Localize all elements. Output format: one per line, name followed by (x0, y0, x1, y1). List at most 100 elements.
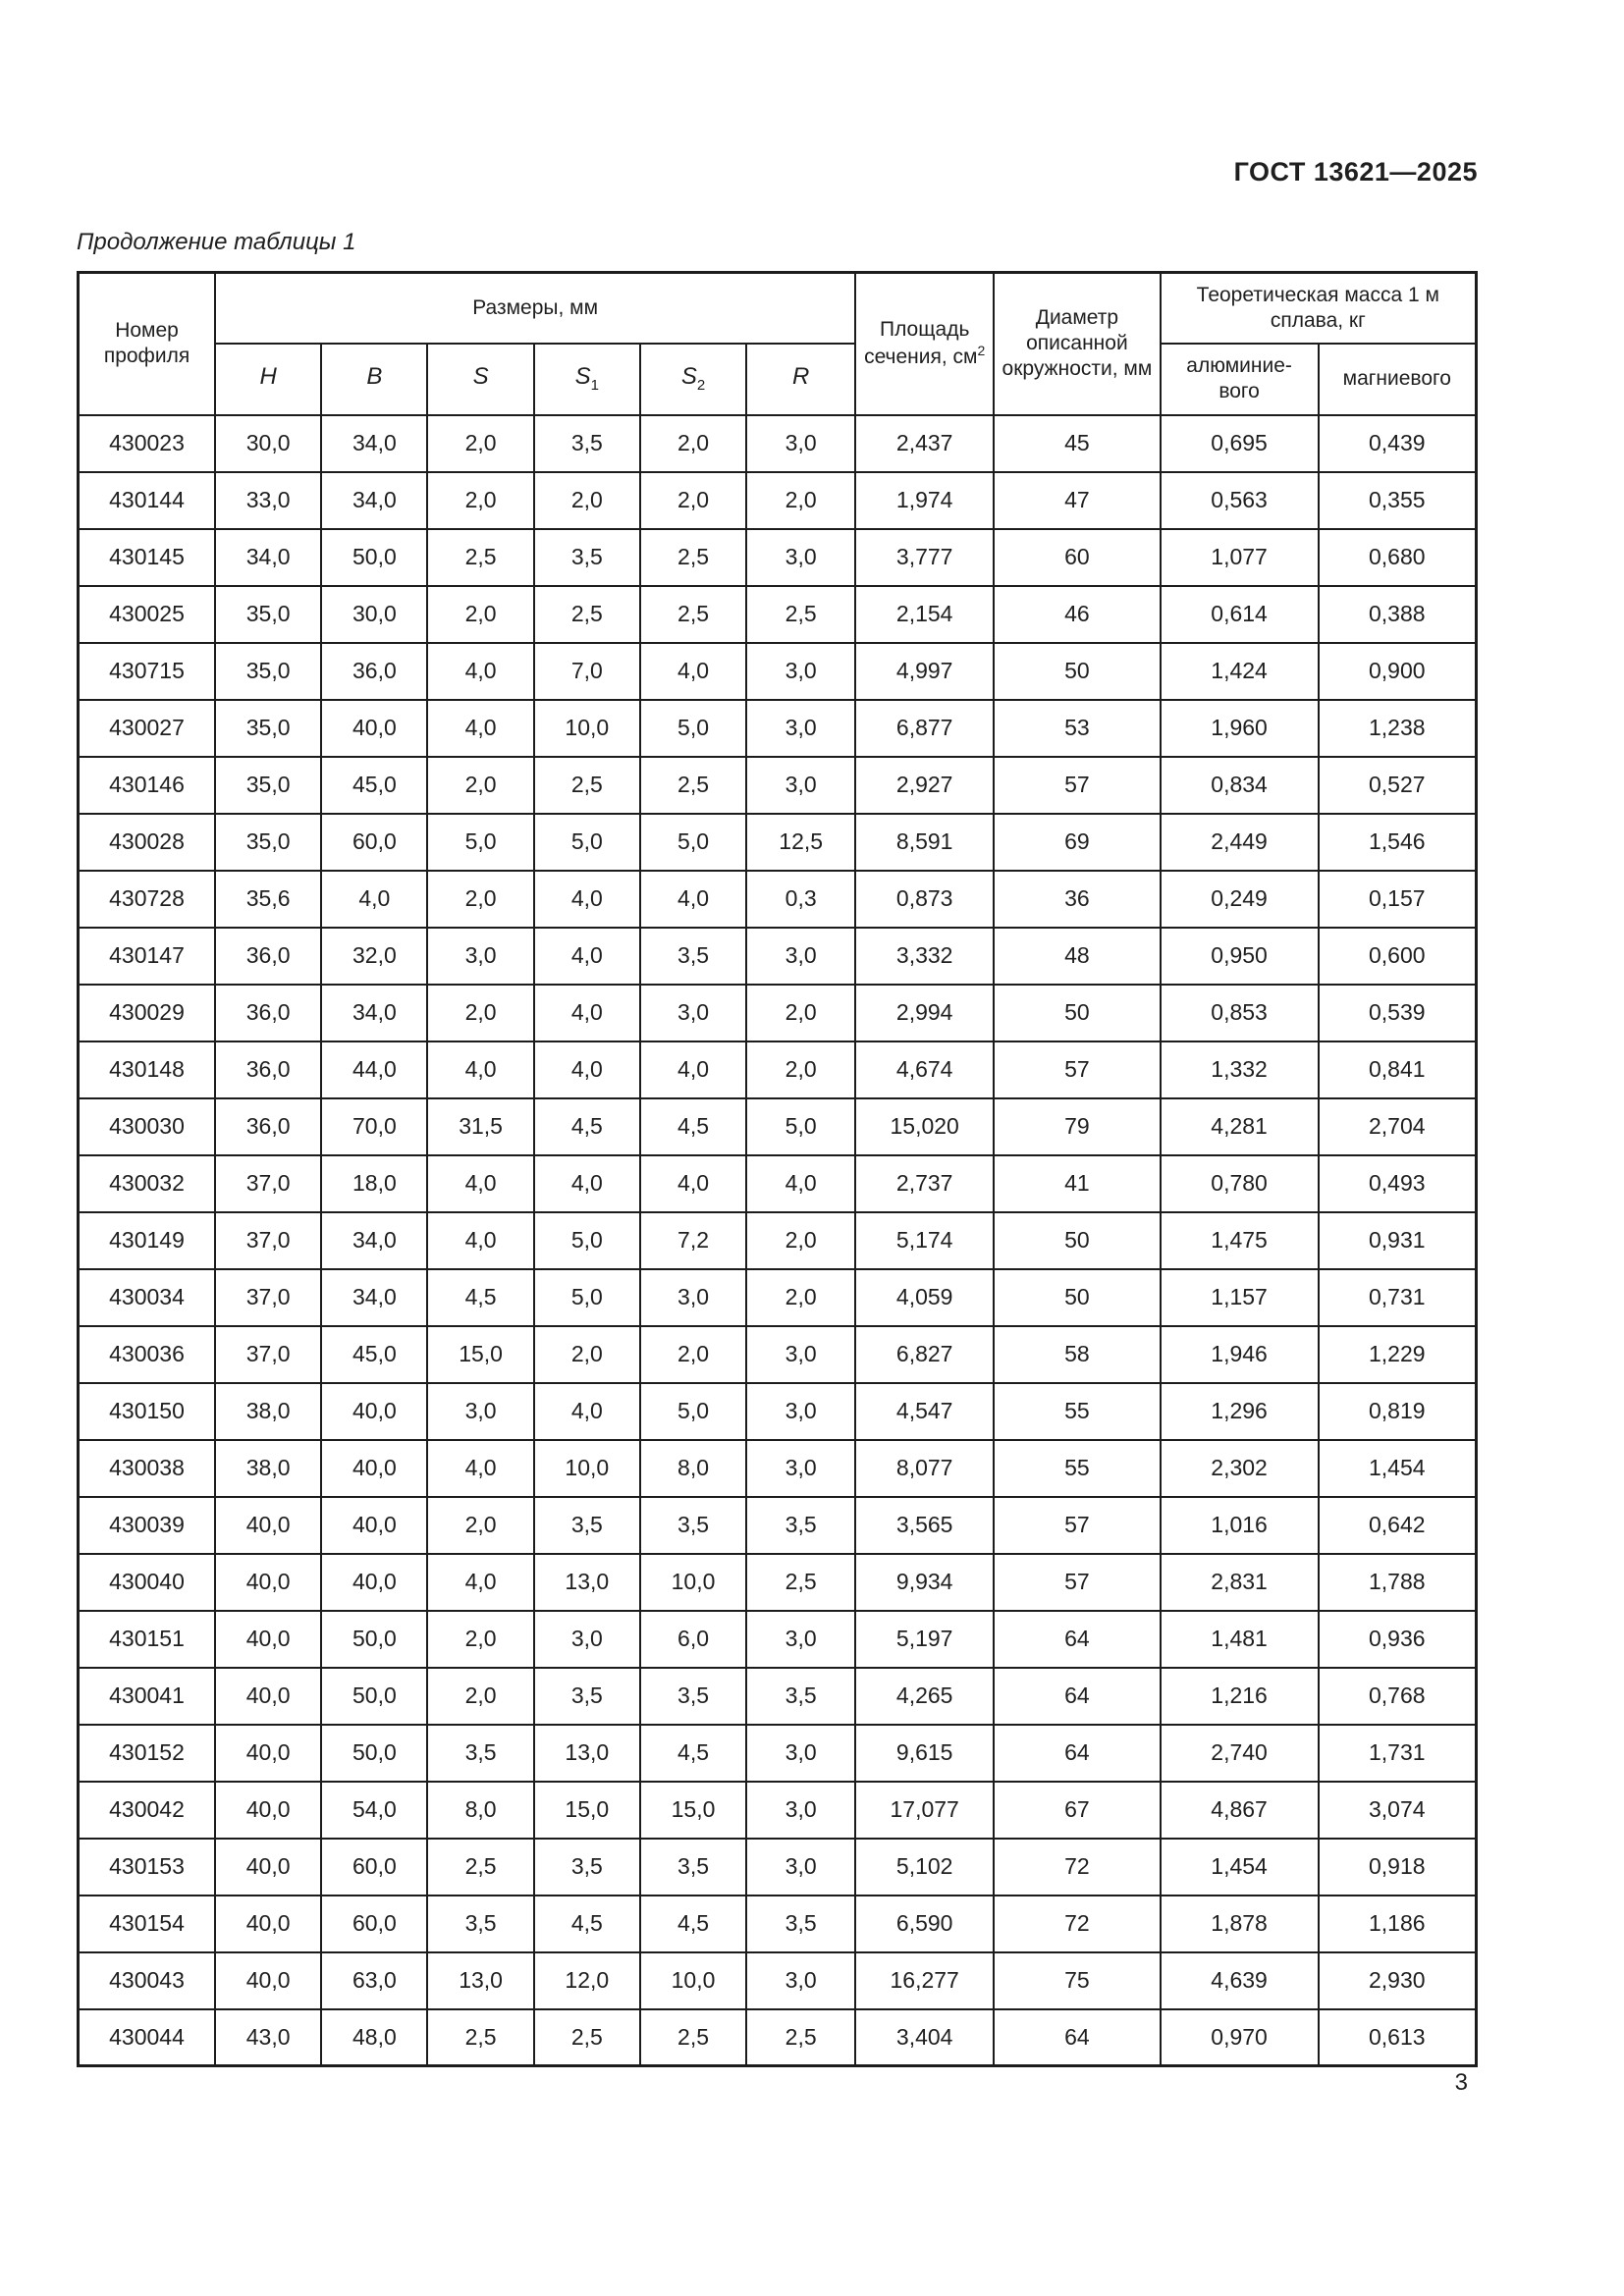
table-cell: 4,0 (426, 1040, 535, 1099)
table-cell: 3,332 (854, 926, 996, 986)
table-cell: 4,0 (532, 1153, 641, 1213)
table-cell: 2,927 (854, 755, 996, 815)
table-cell: 2,5 (745, 1552, 857, 1612)
table-cell: 1,229 (1317, 1324, 1478, 1384)
table-cell: 4,639 (1159, 1950, 1320, 2010)
table-cell: 31,5 (426, 1096, 535, 1156)
table-cell: 430032 (77, 1153, 217, 1213)
table-cell: 45,0 (320, 1324, 429, 1384)
table-cell: 0,388 (1317, 584, 1478, 644)
table-cell: 64 (993, 1723, 1162, 1783)
col-header-aluminum: алюминие-вого (1159, 342, 1320, 416)
table-cell: 8,0 (638, 1438, 748, 1498)
table-cell: 10,0 (532, 1438, 641, 1498)
table-cell: 430030 (77, 1096, 217, 1156)
table-cell: 8,0 (426, 1780, 535, 1840)
table-cell: 0,600 (1317, 926, 1478, 986)
table-cell: 430043 (77, 1950, 217, 2010)
table-cell: 4,0 (638, 1153, 748, 1213)
table-row: 430044 43,0 48,0 2,5 2,5 2,5 2,5 3,404 64 0,970 0,… (77, 2007, 1478, 2067)
table-cell: 3,5 (532, 1495, 641, 1555)
table-cell: 3,0 (745, 1609, 857, 1669)
table-cell: 430042 (77, 1780, 217, 1840)
table-cell: 50 (993, 1267, 1162, 1327)
table-cell: 3,5 (745, 1894, 857, 1953)
table-cell: 57 (993, 1040, 1162, 1099)
table-cell: 30,0 (320, 584, 429, 644)
table-row: 430145 34,0 50,0 2,5 3,5 2,5 3,0 3,777 60 1,077 0,… (77, 527, 1478, 587)
table-cell: 4,5 (638, 1096, 748, 1156)
table-cell: 4,5 (426, 1267, 535, 1327)
table-cell: 2,0 (426, 470, 535, 530)
table-cell: 2,5 (638, 527, 748, 587)
table-cell: 3,0 (745, 1780, 857, 1840)
table-cell: 1,077 (1159, 527, 1320, 587)
dim-letter-text: B (366, 363, 383, 391)
table-cell: 40,0 (320, 1381, 429, 1441)
table-cell: 43,0 (214, 2007, 323, 2067)
table-cell: 2,0 (745, 470, 857, 530)
table-cell: 0,695 (1159, 413, 1320, 473)
table-cell: 430144 (77, 470, 217, 530)
table-cell: 48,0 (320, 2007, 429, 2067)
table-cell: 2,5 (638, 755, 748, 815)
table-cell: 4,5 (638, 1723, 748, 1783)
table-cell: 38,0 (214, 1381, 323, 1441)
table-cell: 430029 (77, 983, 217, 1042)
table-cell: 430150 (77, 1381, 217, 1441)
table-cell: 72 (993, 1894, 1162, 1953)
standard-code: ГОСТ 13621—2025 (1233, 157, 1478, 187)
table-cell: 6,0 (638, 1609, 748, 1669)
table-cell: 3,0 (745, 1324, 857, 1384)
table-cell: 0,614 (1159, 584, 1320, 644)
table-cell: 3,5 (745, 1666, 857, 1726)
col-header-dim-s2: S2 (638, 342, 748, 416)
table-cell: 430147 (77, 926, 217, 986)
table-cell: 2,5 (532, 755, 641, 815)
table-cell: 2,154 (854, 584, 996, 644)
table-cell: 4,997 (854, 641, 996, 701)
table-cell: 3,5 (532, 1837, 641, 1896)
table-cell: 0,853 (1159, 983, 1320, 1042)
table-cell: 0,900 (1317, 641, 1478, 701)
table-cell: 3,5 (638, 1666, 748, 1726)
table-cell: 2,0 (426, 983, 535, 1042)
table-cell: 3,074 (1317, 1780, 1478, 1840)
dim-letter-text: S (574, 363, 591, 391)
table-cell: 64 (993, 1609, 1162, 1669)
table-cell: 1,481 (1159, 1609, 1320, 1669)
table-cell: 34,0 (320, 413, 429, 473)
table-cell: 3,0 (638, 1267, 748, 1327)
table-cell: 430023 (77, 413, 217, 473)
table-cell: 2,0 (745, 1267, 857, 1327)
table-cell: 4,5 (532, 1894, 641, 1953)
table-cell: 3,5 (638, 1837, 748, 1896)
table-cell: 33,0 (214, 470, 323, 530)
table-cell: 5,0 (745, 1096, 857, 1156)
table-cell: 1,974 (854, 470, 996, 530)
table-cell: 4,281 (1159, 1096, 1320, 1156)
table-cell: 1,186 (1317, 1894, 1478, 1953)
table-cell: 10,0 (532, 698, 641, 758)
table-cell: 50 (993, 641, 1162, 701)
table-cell: 4,0 (532, 1040, 641, 1099)
table-cell: 0,841 (1317, 1040, 1478, 1099)
table-cell: 0,834 (1159, 755, 1320, 815)
table-cell: 3,0 (745, 1381, 857, 1441)
table-row: 430040 40,0 40,0 4,0 13,0 10,0 2,5 9,934 57 2,831… (77, 1552, 1478, 1612)
table-cell: 0,970 (1159, 2007, 1320, 2067)
table-cell: 3,565 (854, 1495, 996, 1555)
table-cell: 0,918 (1317, 1837, 1478, 1896)
table-cell: 0,539 (1317, 983, 1478, 1042)
table-cell: 430728 (77, 869, 217, 929)
table-cell: 3,5 (638, 926, 748, 986)
table-row: 430041 40,0 50,0 2,0 3,5 3,5 3,5 4,265 64 1,216 0,… (77, 1666, 1478, 1726)
table-row: 430148 36,0 44,0 4,0 4,0 4,0 2,0 4,674 57 1,332 0,… (77, 1040, 1478, 1099)
aluminum-label-line1: алюминие- (1186, 353, 1292, 377)
table-row: 430036 37,0 45,0 15,0 2,0 2,0 3,0 6,827 58 1,946 1… (77, 1324, 1478, 1384)
table-cell: 2,5 (426, 2007, 535, 2067)
table-cell: 1,016 (1159, 1495, 1320, 1555)
table-cell: 13,0 (532, 1552, 641, 1612)
table-cell: 13,0 (426, 1950, 535, 2010)
table-cell: 46 (993, 584, 1162, 644)
